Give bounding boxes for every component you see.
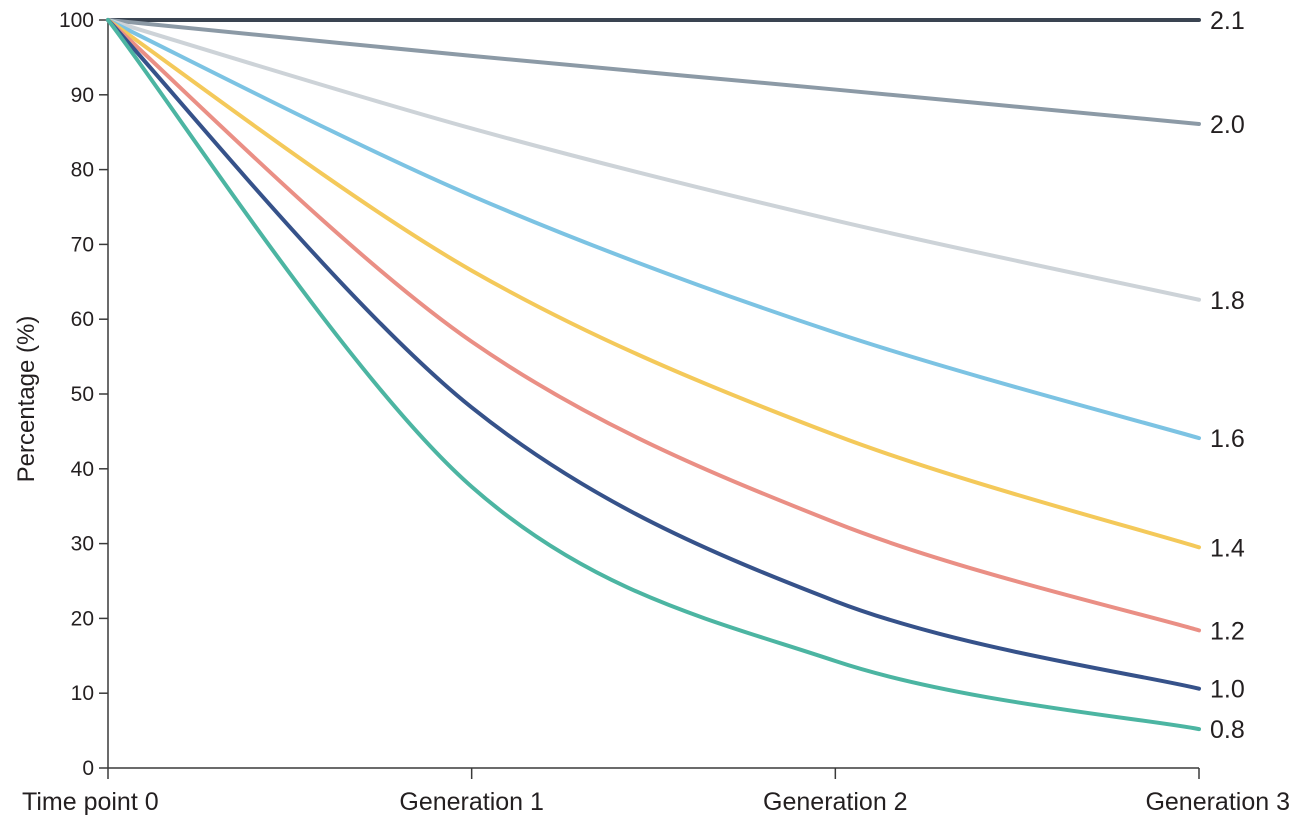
y-tick-label: 80	[71, 159, 94, 182]
y-tick-label: 10	[71, 682, 94, 705]
series-end-label: 1.0	[1210, 676, 1245, 704]
y-tick-label: 50	[71, 383, 94, 406]
series-end-label: 2.1	[1210, 7, 1245, 35]
series-end-labels: 2.1 2.0 1.8 1.6 1.4 1.2 1.0 0.8	[1210, 7, 1245, 744]
x-tick-label: Generation 2	[763, 788, 908, 816]
series-end-label: 1.2	[1210, 617, 1245, 645]
y-tick-label: 40	[71, 458, 94, 481]
series-line-2-0	[106, 18, 1201, 126]
y-tick-label: 30	[71, 533, 94, 556]
series-line-1-4	[106, 18, 1201, 550]
x-tick-label: Generation 3	[1145, 788, 1290, 816]
y-tick-label: 0	[82, 757, 94, 780]
y-tick-label: 60	[71, 308, 94, 331]
x-tick-label: Generation 1	[399, 788, 544, 816]
series-line-0-8	[106, 18, 1201, 732]
series-line-1-6	[106, 18, 1201, 441]
y-tick-label: 70	[71, 233, 94, 256]
series-end-label: 2.0	[1210, 111, 1245, 139]
axes	[107, 18, 1199, 769]
x-tick-label: Time point 0	[22, 788, 159, 816]
series-line-1-8	[106, 18, 1201, 302]
y-axis-title: Percentage (%)	[13, 316, 40, 483]
series-line-1-0	[106, 18, 1201, 691]
y-ticks: 0 10 20 30 40 50 60 70 80 90 100	[59, 9, 108, 780]
series-end-label: 1.4	[1210, 534, 1245, 562]
y-tick-label: 90	[71, 84, 94, 107]
series-end-label: 1.6	[1210, 425, 1245, 453]
y-tick-label: 20	[71, 607, 94, 630]
series-line-1-2	[106, 18, 1201, 633]
series-end-label: 0.8	[1210, 716, 1245, 744]
x-ticks: Time point 0 Generation 1 Generation 2 Gene…	[22, 768, 1290, 816]
y-tick-label: 100	[59, 9, 94, 32]
series-lines	[106, 17, 1201, 732]
series-end-label: 1.8	[1210, 287, 1245, 315]
